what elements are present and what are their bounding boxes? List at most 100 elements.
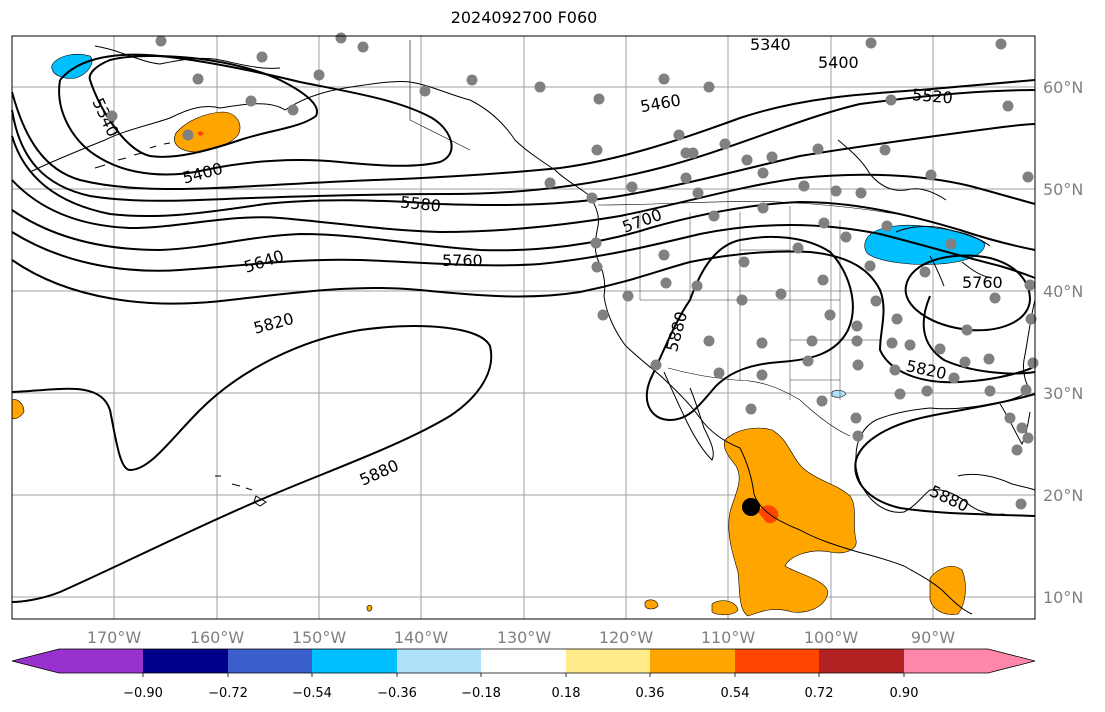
station-dot xyxy=(673,129,685,141)
station-dot xyxy=(850,412,862,424)
station-dot xyxy=(313,69,325,81)
contour-line-5340-west xyxy=(88,54,318,158)
station-dot xyxy=(919,266,931,278)
station-dot xyxy=(719,138,731,150)
station-dot xyxy=(713,367,725,379)
station-dot xyxy=(1022,432,1034,444)
contour-line-5820-east xyxy=(922,295,1036,375)
station-dot xyxy=(885,94,897,106)
station-dot xyxy=(948,372,960,384)
station-dot xyxy=(879,144,891,156)
colorbar-tick-label: −0.54 xyxy=(292,686,332,701)
colorbar-segment xyxy=(312,649,398,673)
border-alaska-canada xyxy=(409,40,471,151)
station-dot xyxy=(818,217,830,229)
shade-pacific-orange-small xyxy=(711,600,739,616)
colorbar-tick-label: 0.90 xyxy=(890,686,919,701)
lon-tick-label: 170°W xyxy=(87,628,142,647)
shade-texas-lightblue xyxy=(831,389,847,398)
contour-label: 5520 xyxy=(911,85,953,107)
station-dot xyxy=(692,187,704,199)
station-dot xyxy=(687,147,699,159)
colorbar-extend-right xyxy=(988,649,1035,673)
station-dot xyxy=(852,430,864,442)
station-dot xyxy=(921,385,933,397)
colorbar-segment xyxy=(904,649,989,673)
map-frame xyxy=(11,35,1036,620)
lon-tick-label: 160°W xyxy=(190,628,245,647)
station-dot xyxy=(851,320,863,332)
border-us-canada xyxy=(597,201,897,215)
station-dot xyxy=(891,313,903,325)
contour-label: 5580 xyxy=(399,192,441,215)
station-dot xyxy=(691,280,703,292)
colorbar-segment xyxy=(397,649,482,673)
colorbar-tick-label: −0.90 xyxy=(123,686,163,701)
coast-gulf xyxy=(855,389,1031,515)
lat-tick-label: 10°N xyxy=(1043,588,1083,607)
station-dot xyxy=(886,337,898,349)
contour-line-5880-mexico xyxy=(645,235,854,422)
shade-aleutian-red xyxy=(197,131,204,136)
station-dot xyxy=(597,309,609,321)
contour-label: 5340 xyxy=(750,35,791,54)
colorbar-segment xyxy=(650,649,736,673)
station-dot xyxy=(1015,498,1027,510)
station-dot xyxy=(1004,412,1016,424)
station-dot xyxy=(995,38,1007,50)
station-dot xyxy=(335,32,347,44)
contour-line-5640 xyxy=(11,173,1036,234)
lon-tick-label: 140°W xyxy=(394,628,449,647)
station-dot xyxy=(591,261,603,273)
station-dot xyxy=(534,81,546,93)
station-dot xyxy=(658,249,670,261)
station-dot xyxy=(741,154,753,166)
station-dot xyxy=(983,353,995,365)
station-dot xyxy=(961,324,973,336)
contour-line-5460 xyxy=(11,79,1036,191)
contour-label: 5760 xyxy=(442,251,483,270)
station-dot xyxy=(756,369,768,381)
shade-pacific-orange-tiny xyxy=(644,599,659,610)
coast-alaska xyxy=(29,80,556,173)
station-dot xyxy=(1027,357,1039,369)
coast-baja xyxy=(663,371,714,461)
station-dot xyxy=(738,256,750,268)
latitude-labels: 60°N 50°N 40°N 30°N 20°N 10°N xyxy=(1043,78,1083,607)
lon-tick-label: 150°W xyxy=(292,628,347,647)
station-dot xyxy=(1016,422,1028,434)
station-dot xyxy=(959,356,971,368)
station-dot xyxy=(419,85,431,97)
colorbar-tick-label: −0.36 xyxy=(377,686,417,701)
station-dot xyxy=(775,288,787,300)
lat-tick-label: 40°N xyxy=(1043,282,1083,301)
shade-gulf-alaska-blue xyxy=(51,54,93,79)
shade-central-america-orange xyxy=(929,566,966,615)
station-dot xyxy=(626,181,638,193)
lon-tick-label: 130°W xyxy=(497,628,552,647)
contour-line-5520 xyxy=(11,89,1036,202)
contour-line-5820 xyxy=(11,250,1036,384)
station-dot xyxy=(287,104,299,116)
station-dot xyxy=(889,364,901,376)
station-dot xyxy=(852,359,864,371)
station-dot xyxy=(989,292,1001,304)
station-dot xyxy=(865,37,877,49)
shade-pacific-orange-tiny2 xyxy=(366,604,373,612)
station-dot xyxy=(792,242,804,254)
station-dot xyxy=(155,35,167,47)
colorbar-tick-label: 0.18 xyxy=(552,686,581,701)
station-dot xyxy=(840,231,852,243)
station-dot xyxy=(864,260,876,272)
colorbar-tick-labels: −0.90 −0.72 −0.54 −0.36 −0.18 0.18 0.36 … xyxy=(123,686,918,701)
colorbar-tick-label: 0.72 xyxy=(805,686,834,701)
map-title: 2024092700 F060 xyxy=(450,8,598,27)
coastlines xyxy=(29,45,1036,615)
station-dot xyxy=(802,355,814,367)
station-dot xyxy=(806,335,818,347)
station-dot xyxy=(182,129,194,141)
station-dot xyxy=(1002,100,1014,112)
station-dot xyxy=(904,339,916,351)
contour-line-5760 xyxy=(11,224,1036,279)
shade-mexico-orange xyxy=(723,427,857,617)
